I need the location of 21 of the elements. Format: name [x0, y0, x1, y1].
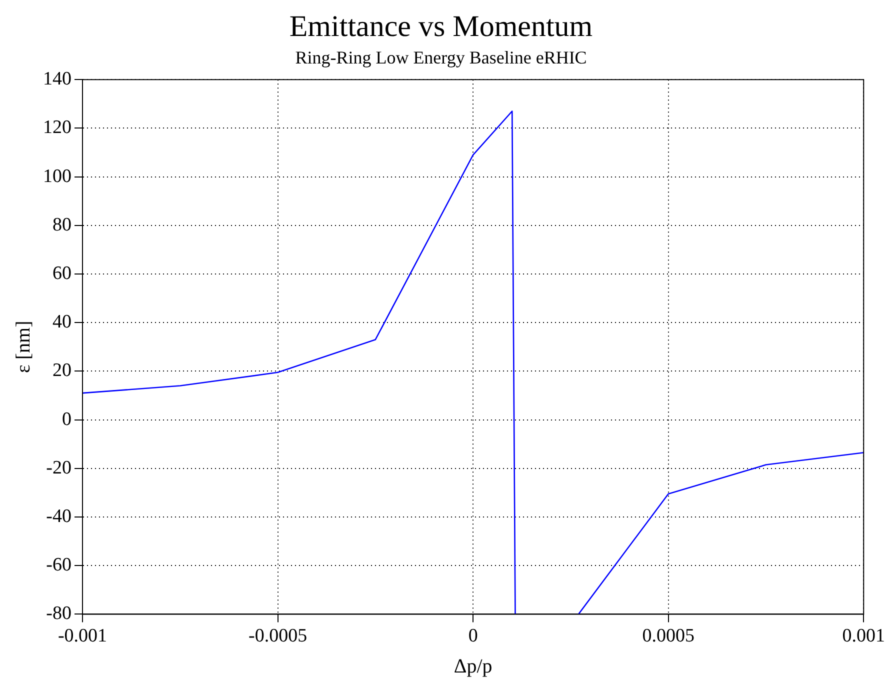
x-axis-title: Δp/p [454, 655, 492, 678]
y-tick-label: 100 [43, 166, 72, 187]
y-axis-title: ε [nm] [12, 320, 34, 374]
y-tick-label: -20 [46, 457, 72, 478]
x-tick-label: -0.0005 [248, 626, 308, 647]
y-tick-label: -60 [46, 554, 72, 576]
y-tick-label: 80 [52, 214, 72, 236]
y-tick-label: 0 [62, 408, 72, 430]
x-tick-label: 0.001 [842, 626, 885, 647]
y-tick-label: 120 [43, 117, 72, 138]
y-tick-label: 40 [52, 312, 72, 333]
y-tick-label: 60 [52, 262, 72, 284]
y-tick-label: 140 [43, 68, 72, 90]
x-tick-label: 0 [468, 626, 478, 647]
x-tick-label: 0.0005 [642, 626, 694, 647]
chart-title: Emittance vs Momentum [289, 10, 593, 43]
chart-subtitle: Ring-Ring Low Energy Baseline eRHIC [295, 48, 587, 68]
y-tick-label: 20 [52, 360, 72, 382]
x-tick-label: -0.001 [58, 626, 108, 647]
y-tick-label: -80 [46, 603, 72, 624]
y-tick-label: -40 [46, 506, 72, 527]
